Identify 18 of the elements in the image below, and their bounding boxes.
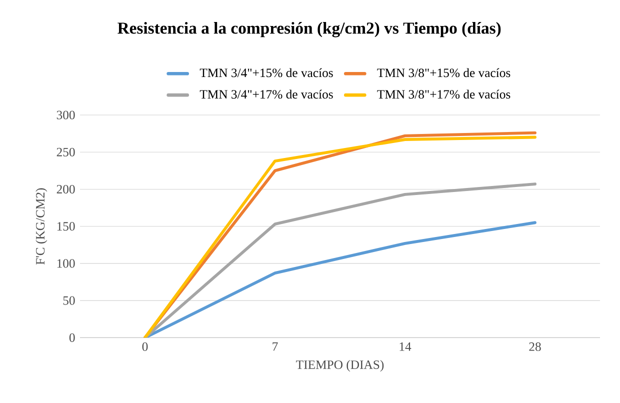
x-tick-label: 28: [529, 342, 541, 351]
x-axis-title: TIEMPO (DIAS): [296, 360, 384, 372]
x-tick-label: 7: [272, 342, 278, 351]
y-tick-label: 200: [56, 184, 75, 194]
legend-label: TMN 3/8"+17% de vacíos: [377, 90, 510, 99]
legend-label: TMN 3/4"+17% de vacíos: [200, 90, 333, 99]
y-tick-label: 300: [56, 110, 75, 120]
x-tick-label: 14: [400, 342, 412, 351]
chart-title: Resistencia a la compresión (kg/cm2) vs Tiempo (días): [118, 22, 501, 38]
y-axis-title: F'C (KG/CM2): [36, 188, 48, 265]
y-tick-label: 50: [63, 296, 75, 305]
y-tick-label: 250: [56, 148, 75, 156]
x-tick-label: 0: [142, 342, 148, 351]
y-tick-label: 0: [69, 333, 75, 342]
legend-label: TMN 3/4"+15% de vacíos: [200, 68, 333, 78]
legend-label: TMN 3/8"+15% de vacíos: [377, 68, 510, 78]
y-tick-label: 100: [57, 259, 75, 268]
y-tick-label: 150: [57, 222, 75, 231]
